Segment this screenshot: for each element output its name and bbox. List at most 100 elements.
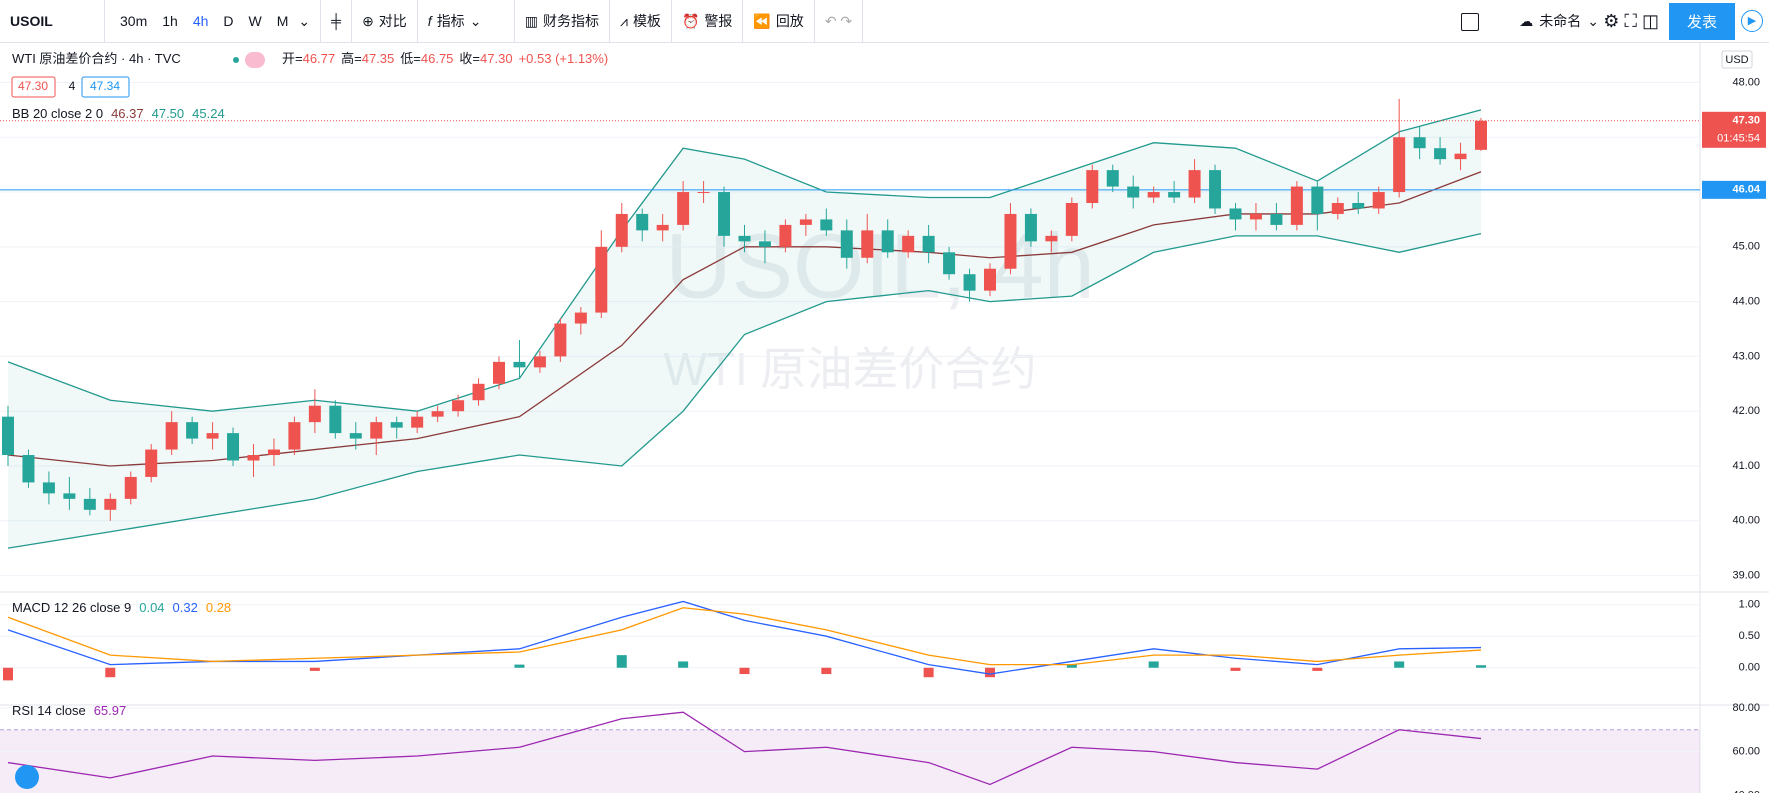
last-price-label: 47.30	[1732, 115, 1760, 127]
candle-body	[431, 411, 444, 417]
alert[interactable]: ⏰ 警报	[672, 0, 744, 42]
candle-body	[902, 235, 915, 253]
price-line-label: 46.04	[1732, 184, 1760, 196]
button-label: 财务指标	[543, 13, 600, 29]
candle-body	[308, 405, 321, 423]
candle-body	[922, 235, 935, 253]
legend-item: 47.35	[362, 51, 395, 66]
candle-body	[411, 416, 424, 428]
candle-body	[1147, 192, 1160, 198]
interval[interactable]: W	[248, 13, 262, 29]
legend-item: 高=	[341, 51, 362, 66]
y-tick-label: 80.00	[1732, 702, 1760, 714]
legend-item: 0.32	[173, 600, 198, 615]
separator: ·	[117, 51, 129, 66]
bb-fill	[8, 109, 1481, 549]
financials[interactable]: ▥ 财务指标	[515, 0, 611, 42]
candle-body	[963, 274, 976, 291]
templates[interactable]: ⩘ 模板	[610, 0, 672, 42]
candle-body	[574, 312, 587, 324]
macd-hist	[678, 661, 689, 668]
candle-body	[1393, 137, 1406, 193]
legend: BB 20 close 2 0 46.37 47.50 45.24	[12, 106, 225, 121]
macd-hist	[3, 667, 13, 681]
macd-hist	[1394, 661, 1405, 668]
candle-body	[881, 230, 894, 253]
candle-body	[533, 356, 546, 368]
interval[interactable]: M	[276, 13, 289, 29]
candle-body	[1413, 137, 1426, 149]
compare[interactable]: ⊕ 对比	[352, 0, 418, 42]
settings[interactable]: ⚙ ⛶ ◫	[1603, 11, 1659, 31]
legend-item: 0.28	[206, 600, 231, 615]
dropdown[interactable]: ⌄	[298, 12, 311, 29]
legend-item: 46.77	[303, 51, 336, 66]
symbol[interactable]: USOIL	[0, 0, 105, 42]
legend: WTI 原油差价合约 · 4h · TVC	[12, 51, 181, 66]
candle-body	[267, 449, 280, 456]
y-tick-label: 0.00	[1739, 662, 1760, 674]
separator: ·	[143, 51, 154, 66]
candle-body	[758, 241, 771, 247]
candle-body	[83, 498, 96, 510]
legend-item: 46.37	[111, 106, 144, 121]
candle-body	[206, 433, 219, 439]
candle-body	[1331, 202, 1344, 214]
y-tick-label: 39.00	[1732, 569, 1760, 581]
candle-body	[697, 192, 710, 194]
candle-body	[1106, 170, 1119, 187]
candle-body	[472, 383, 485, 401]
candle-body	[820, 219, 833, 231]
y-tick-label: 60.00	[1732, 746, 1760, 758]
intervals: 30m 1h 4h D W M ⌄	[105, 0, 322, 42]
legend-item: 65.97	[94, 703, 127, 718]
rsi-band	[0, 729, 1700, 793]
macd-hist	[985, 667, 995, 678]
candle-body	[677, 192, 690, 225]
legend-item: 开=	[282, 51, 303, 66]
play[interactable]: ▶	[1741, 10, 1763, 32]
candle-body	[984, 268, 996, 291]
candle-body	[1229, 208, 1242, 220]
candle-body	[779, 224, 792, 247]
interval[interactable]: 1h	[162, 13, 178, 29]
publish[interactable]: 发表	[1669, 3, 1735, 40]
chart-style[interactable]: ╪	[321, 0, 353, 42]
candle-body	[104, 498, 117, 510]
y-tick-label: 48.00	[1732, 76, 1760, 88]
interval[interactable]: D	[223, 13, 234, 29]
logo[interactable]	[15, 765, 39, 789]
currency-box	[1721, 50, 1753, 69]
interval[interactable]: 30m	[120, 13, 148, 29]
candle-body	[186, 422, 199, 439]
legend: 开=46.77 高=47.35 低=46.75 收=47.30 +0.53 (+1.13…	[282, 51, 608, 66]
ask: 47.34	[90, 79, 120, 93]
legend-item: MACD 12 26 close 9	[12, 600, 131, 615]
legend: RSI 14 close 65.97	[12, 703, 126, 718]
macd-hist	[1230, 667, 1241, 671]
legend-item: BB 20 close 2 0	[12, 106, 103, 121]
candle-body	[1168, 192, 1181, 198]
legend: MACD 12 26 close 9 0.04 0.32 0.28	[12, 600, 231, 615]
chart: USOIL, 4h WTI 原油差价合约 39.0040.0041.0042.0…	[0, 43, 1769, 793]
layout-icon[interactable]	[1461, 13, 1479, 31]
y-tick-label: 0.50	[1739, 630, 1760, 642]
toolbar: USOIL 30m 1h 4h D W M ⌄ ╪ ⊕ 对比 f 指标 ⌄ ▥ 财务指标 ⩘ 模板 ⏰…	[0, 0, 1769, 43]
y-tick-label: 40.00	[1732, 515, 1760, 527]
candle-body	[1209, 170, 1222, 209]
macd-hist	[1476, 665, 1486, 668]
candle-body	[63, 493, 76, 499]
spread: 4	[69, 79, 76, 93]
price-line-badge	[1702, 180, 1766, 199]
undo-redo[interactable]: ↶ ↷	[815, 0, 864, 42]
candle-body	[738, 235, 751, 242]
layout-name[interactable]: ☁ 未命名 ⌄	[1519, 12, 1599, 30]
replay[interactable]: ⏪ 回放	[743, 0, 815, 42]
legend-item: 46.75	[421, 51, 454, 66]
indicators[interactable]: f 指标 ⌄	[418, 0, 515, 42]
macd-hist	[514, 664, 525, 668]
status-dot	[233, 57, 239, 63]
interval[interactable]: 4h	[192, 13, 209, 29]
macd-hist	[923, 667, 934, 678]
candle-body	[1188, 170, 1201, 198]
